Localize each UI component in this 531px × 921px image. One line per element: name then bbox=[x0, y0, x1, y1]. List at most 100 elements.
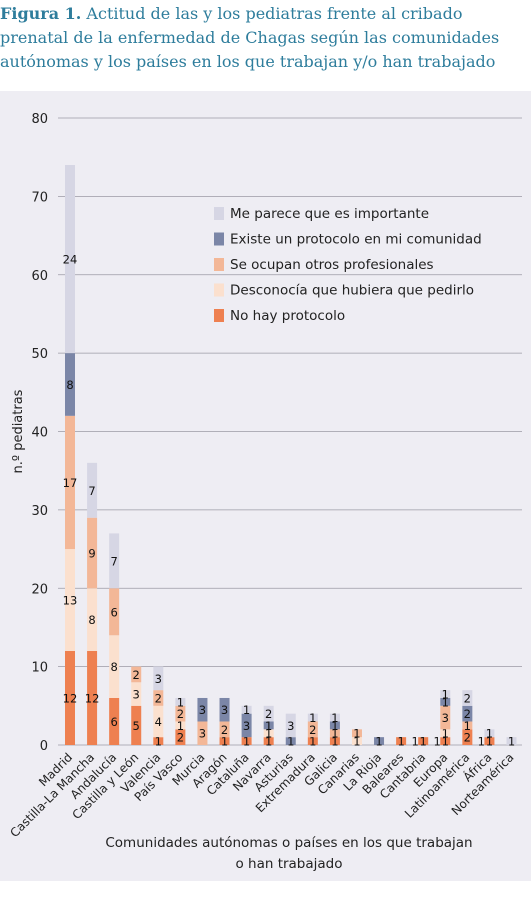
bar-segment bbox=[87, 517, 98, 589]
legend-swatch bbox=[214, 283, 224, 297]
data-label: 1 bbox=[221, 735, 228, 749]
bar-segment bbox=[440, 729, 451, 738]
data-label: 17 bbox=[63, 476, 78, 490]
data-label: 8 bbox=[110, 660, 117, 674]
y-tick-label: 40 bbox=[31, 426, 48, 441]
bar-segment bbox=[285, 737, 296, 745]
bar-segment bbox=[197, 721, 208, 745]
data-label-outside: 1 bbox=[434, 735, 441, 749]
bar-segment bbox=[153, 666, 164, 691]
bar-segment bbox=[374, 737, 385, 745]
y-tick-label: 10 bbox=[31, 661, 48, 676]
data-label: 12 bbox=[63, 691, 78, 705]
bar-segment bbox=[462, 705, 473, 722]
data-label: 8 bbox=[66, 378, 73, 392]
legend-label: Existe un protocolo en mi comunidad bbox=[230, 232, 482, 248]
bar-segment bbox=[65, 353, 75, 416]
bar-segment bbox=[285, 713, 296, 738]
bar-segment bbox=[351, 737, 362, 745]
data-label: 1 bbox=[486, 735, 493, 749]
data-label: 6 bbox=[110, 715, 117, 729]
data-label: 1 bbox=[442, 727, 449, 741]
bar-segment bbox=[440, 737, 451, 745]
data-label: 1 bbox=[375, 735, 382, 749]
legend-swatch bbox=[214, 207, 224, 220]
chart-panel: 0 10 20 30 40 50 60 70 80 n.º pediatras 12 13 17 8 24 M… bbox=[0, 91, 531, 881]
bar-segment bbox=[329, 729, 340, 738]
bar-segment bbox=[440, 705, 451, 730]
data-label-outside: 1 bbox=[478, 735, 485, 749]
y-tick-label: 60 bbox=[31, 269, 48, 284]
bar-segment bbox=[263, 737, 274, 745]
data-label: 1 bbox=[265, 735, 272, 749]
data-label: 1 bbox=[177, 695, 184, 709]
x-axis-label-line2: o han trabajado bbox=[235, 856, 342, 872]
data-label: 7 bbox=[88, 484, 95, 498]
bar-segment bbox=[153, 690, 164, 706]
bar-segment bbox=[219, 737, 230, 745]
bar-segment bbox=[65, 415, 75, 550]
bar-segment bbox=[153, 705, 164, 738]
bar-segment bbox=[153, 737, 164, 745]
bar-segment bbox=[87, 462, 98, 518]
bar-segment bbox=[440, 697, 451, 706]
data-label: 5 bbox=[133, 719, 140, 733]
bar-segment bbox=[197, 697, 208, 722]
data-label: 6 bbox=[110, 605, 117, 619]
y-tick-label: 0 bbox=[40, 739, 48, 754]
data-label: 2 bbox=[309, 723, 316, 737]
data-label: 2 bbox=[464, 707, 471, 721]
legend-label: Desconocía que hubiera que pedirlo bbox=[230, 283, 474, 299]
bar-segment bbox=[219, 697, 230, 722]
data-label: 1 bbox=[464, 719, 471, 733]
legend-label: Se ocupan otros profesionales bbox=[230, 257, 434, 273]
data-label: 24 bbox=[63, 253, 78, 267]
y-tick-label: 50 bbox=[31, 347, 48, 362]
legend-label: Me parece que es importante bbox=[230, 206, 429, 222]
data-label: 2 bbox=[177, 731, 184, 745]
data-label: 1 bbox=[287, 735, 294, 749]
data-label: 2 bbox=[265, 707, 272, 721]
data-label: 1 bbox=[331, 735, 338, 749]
bar-segment bbox=[329, 713, 340, 722]
data-label: 4 bbox=[155, 715, 162, 729]
data-label: 3 bbox=[221, 703, 228, 717]
data-label: 3 bbox=[199, 727, 206, 741]
data-label-outside: 1 bbox=[411, 735, 418, 749]
data-label: 1 bbox=[353, 735, 360, 749]
bar-segment bbox=[131, 682, 142, 706]
data-label: 3 bbox=[133, 688, 140, 702]
bar-segment bbox=[131, 705, 142, 745]
data-label: 2 bbox=[177, 707, 184, 721]
data-label: 1 bbox=[309, 735, 316, 749]
bar-segment bbox=[65, 549, 75, 651]
bar-segment bbox=[418, 737, 429, 745]
caption-text: Actitud de las y los pediatras frente al… bbox=[0, 4, 500, 71]
data-label: 3 bbox=[287, 719, 294, 733]
x-axis-label: Comunidades autónomas o países en los qu… bbox=[105, 835, 472, 851]
bar-segment bbox=[263, 705, 274, 722]
bar-segment bbox=[263, 729, 274, 738]
bar-segment bbox=[396, 737, 407, 745]
legend-swatch bbox=[214, 258, 224, 271]
bar-segment bbox=[87, 650, 98, 745]
bar-segment bbox=[307, 737, 318, 745]
data-label: 1 bbox=[486, 727, 493, 741]
data-label: 1 bbox=[353, 727, 360, 741]
y-axis-label: n.º pediatras bbox=[11, 389, 26, 473]
bar-segment bbox=[329, 737, 340, 745]
figure-caption: Figura 1. Actitud de las y los pediatras… bbox=[0, 0, 531, 74]
data-label: 1 bbox=[243, 735, 250, 749]
data-label: 1 bbox=[177, 719, 184, 733]
data-label: 1 bbox=[331, 711, 338, 725]
bar-segment bbox=[65, 165, 75, 354]
data-label: 1 bbox=[397, 735, 404, 749]
data-label: 1 bbox=[331, 727, 338, 741]
bar-segment bbox=[175, 729, 186, 745]
bar-segment bbox=[462, 690, 473, 706]
bar-segment bbox=[351, 729, 362, 738]
y-tick-label: 20 bbox=[31, 582, 48, 597]
data-label: 13 bbox=[63, 594, 78, 608]
bar-segment bbox=[462, 729, 473, 745]
legend-swatch bbox=[214, 309, 224, 322]
